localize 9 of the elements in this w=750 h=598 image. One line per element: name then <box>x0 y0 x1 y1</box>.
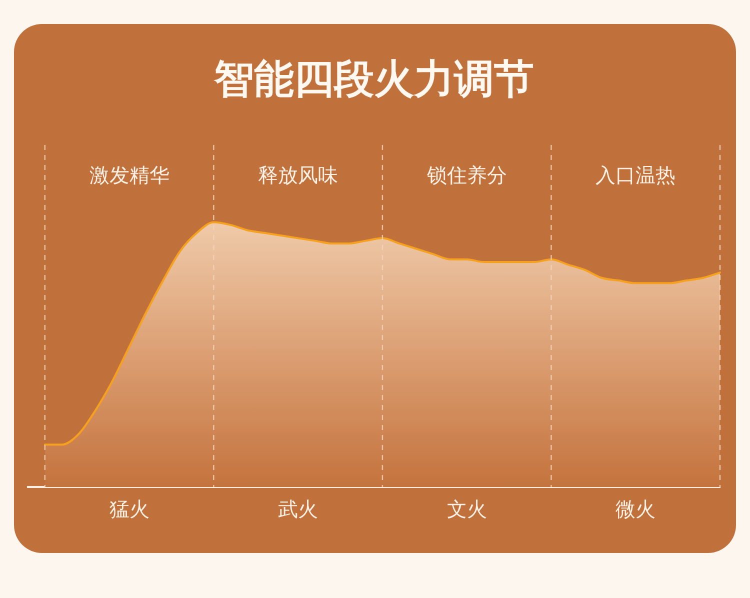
chart-title: 智能四段火力调节 <box>213 56 534 102</box>
x-tick-label: 微火 <box>616 497 656 522</box>
text: 入口温热 <box>596 163 676 188</box>
text: 激发精华 <box>89 163 170 188</box>
text: 释放风味 <box>258 163 338 188</box>
x-tick-label: 文火 <box>446 497 487 522</box>
x-tick-label: 武火 <box>278 497 318 522</box>
text: 锁住养分 <box>426 163 507 188</box>
x-tick-label: 猛火 <box>109 497 150 522</box>
